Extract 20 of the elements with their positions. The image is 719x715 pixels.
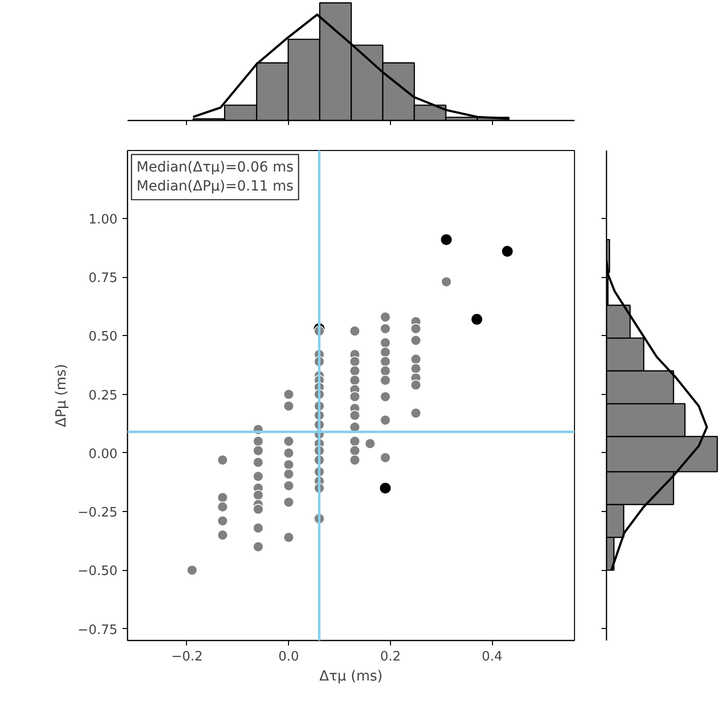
point <box>380 482 391 494</box>
y-tick-label: −0.75 <box>78 622 118 638</box>
x-axis-title: Δτμ (ms) <box>319 668 383 684</box>
point <box>440 234 452 245</box>
x-tick-label: 0.4 <box>482 650 502 664</box>
x-tick-label: −0.2 <box>171 650 203 664</box>
point <box>471 314 482 325</box>
x-tick-label: 0.0 <box>278 650 300 664</box>
annotation: Median(Δτμ)=0.06 ms <box>136 160 294 176</box>
y-tick-label: 0.50 <box>88 330 118 345</box>
annotation: Median(ΔPμ)=0.11 ms <box>136 178 294 195</box>
point <box>502 246 513 257</box>
y-tick-label: 1.00 <box>88 212 118 228</box>
y-axis-title: ΔPμ (ms) <box>54 364 70 428</box>
y-tick-label: 0.75 <box>88 271 118 286</box>
y-tick-label: 0.00 <box>88 446 118 462</box>
y-tick-label: −0.50 <box>78 564 118 580</box>
y-tick-label: 0.25 <box>88 388 118 404</box>
y-tick-label: −0.25 <box>78 506 118 521</box>
x-tick-label: 0.2 <box>380 650 401 664</box>
